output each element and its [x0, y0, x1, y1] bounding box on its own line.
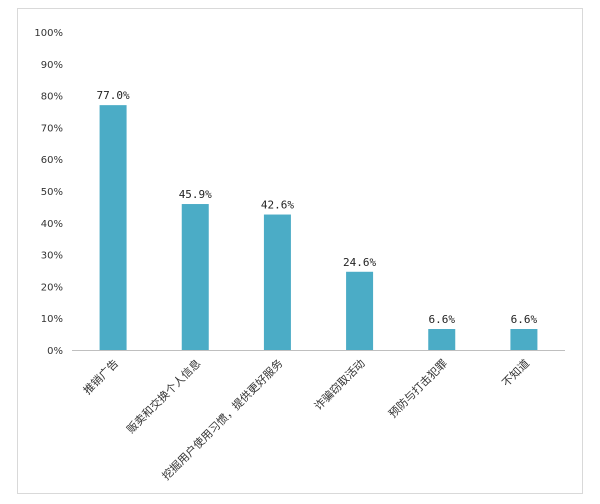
bar — [510, 329, 538, 350]
bars — [99, 105, 538, 350]
data-label: 6.6% — [429, 313, 456, 326]
y-tick-label: 20% — [41, 282, 63, 293]
category-label: 推销广告 — [80, 356, 121, 397]
y-tick-label: 30% — [41, 251, 63, 262]
category-label: 预防与打击犯罪 — [386, 356, 450, 420]
y-tick-label: 10% — [41, 314, 63, 325]
bar — [428, 329, 456, 350]
y-tick-label: 70% — [41, 123, 63, 134]
bar — [181, 204, 209, 350]
y-axis-labels: 0% 10% 20% 30% 40% 50% 60% 70% 80% 90% 100% — [34, 28, 63, 357]
category-label: 贩卖和交换个人信息 — [123, 356, 203, 436]
y-tick-label: 50% — [41, 187, 63, 198]
y-tick-label: 90% — [41, 60, 63, 71]
y-tick-label: 100% — [34, 28, 63, 39]
y-tick-label: 80% — [41, 92, 63, 103]
data-label: 45.9% — [179, 188, 212, 201]
data-labels: 77.0% 45.9% 42.6% 24.6% 6.6% 6.6% — [97, 89, 538, 326]
y-tick-label: 40% — [41, 219, 63, 230]
bar — [263, 214, 291, 350]
bar — [346, 271, 374, 350]
data-label: 6.6% — [511, 313, 538, 326]
data-label: 77.0% — [97, 89, 130, 102]
bar — [99, 105, 127, 350]
y-tick-label: 0% — [47, 346, 63, 357]
data-label: 42.6% — [261, 199, 294, 212]
data-label: 24.6% — [343, 256, 376, 269]
category-label: 不知道 — [499, 356, 532, 389]
category-label: 诈骗窃取活动 — [311, 356, 368, 413]
y-tick-label: 60% — [41, 155, 63, 166]
